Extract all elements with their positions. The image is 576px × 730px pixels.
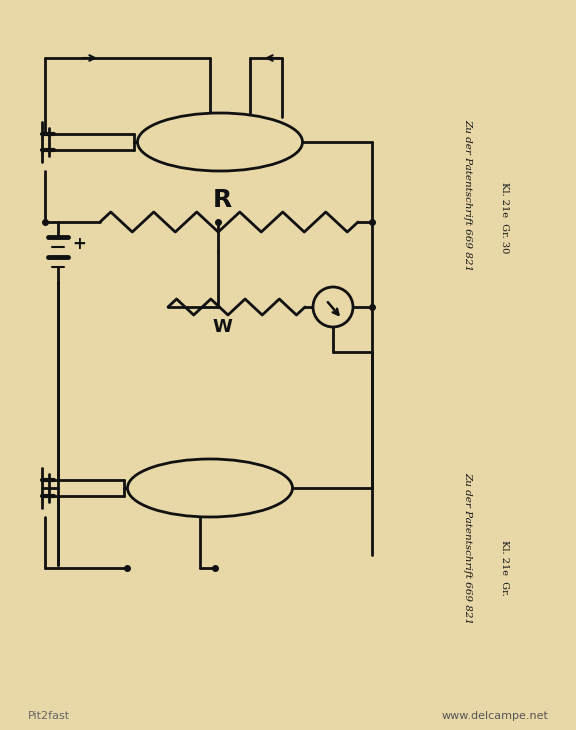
Circle shape [313, 287, 353, 327]
Text: Zu der Patentschrift 669 821: Zu der Patentschrift 669 821 [464, 119, 472, 271]
Text: +: + [72, 235, 86, 253]
Text: Kl. 21e  Gr. 30: Kl. 21e Gr. 30 [501, 182, 510, 253]
Ellipse shape [138, 113, 302, 171]
Text: Kl. 21e  Gr.: Kl. 21e Gr. [501, 540, 510, 596]
Text: www.delcampe.net: www.delcampe.net [441, 711, 548, 721]
Text: Zu der Patentschrift 669 821: Zu der Patentschrift 669 821 [464, 472, 472, 624]
Text: R: R [213, 188, 232, 212]
Text: W: W [212, 318, 232, 336]
Text: Pit2fast: Pit2fast [28, 711, 70, 721]
Ellipse shape [127, 459, 293, 517]
